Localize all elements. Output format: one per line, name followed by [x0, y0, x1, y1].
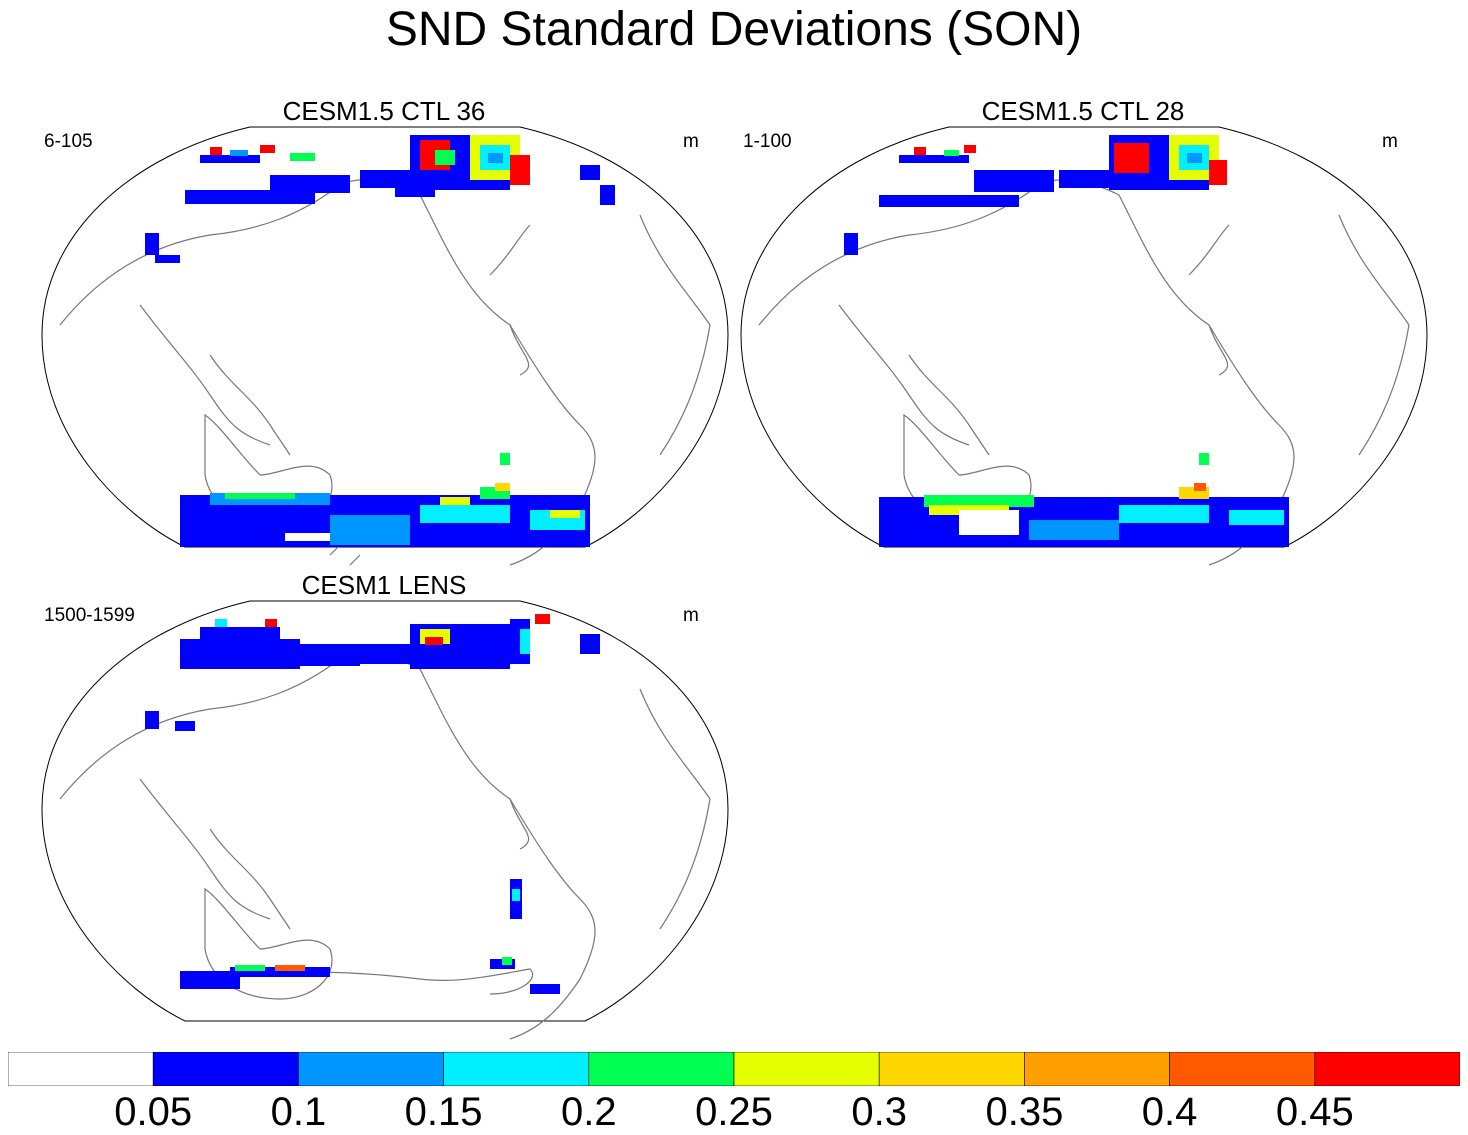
colorbar-tick-label: 0.3: [851, 1090, 907, 1134]
panel-units-lens: m: [683, 605, 699, 626]
snow-sd-field: [145, 135, 615, 547]
map-outline: [41, 600, 729, 1022]
colorbar-swatch: [1169, 1052, 1316, 1086]
colorbar-tick-label: 0.4: [1141, 1090, 1198, 1134]
panel-title-ctl28: CESM1.5 CTL 28: [981, 96, 1185, 126]
panel-title-lens: CESM1 LENS: [301, 570, 467, 600]
colorbar-swatch: [588, 1052, 735, 1086]
figure-title: SND Standard Deviations (SON): [385, 3, 1083, 56]
panel-units-ctl36: m: [683, 131, 699, 152]
colorbar-swatch: [733, 1052, 880, 1086]
panel-units-ctl28: m: [1382, 131, 1398, 152]
colorbar-swatch: [1024, 1052, 1170, 1086]
panel-title-ctl36: CESM1.5 CTL 36: [282, 96, 486, 126]
colorbar-tick-label: 0.15: [404, 1090, 483, 1134]
map-ctl36: [41, 126, 729, 566]
map-lens: [41, 600, 729, 1040]
panel-years-lens: 1500-1599: [44, 605, 135, 626]
colorbar-tick-label: 0.2: [560, 1090, 617, 1134]
colorbar-tick-label: 0.25: [695, 1090, 773, 1134]
panel-years-ctl28: 1-100: [743, 131, 792, 152]
colorbar-tick-label: 0.1: [270, 1090, 327, 1134]
colorbar-swatch: [878, 1052, 1025, 1086]
colorbar-tick-label: 0.05: [114, 1090, 193, 1134]
colorbar: [8, 1052, 1460, 1086]
map-ctl28: [740, 126, 1428, 566]
colorbar-swatch: [443, 1052, 590, 1086]
snow-sd-field: [844, 135, 1289, 547]
snow-sd-field: [145, 614, 600, 994]
colorbar-tick-label: 0.35: [985, 1090, 1064, 1134]
colorbar-swatch: [298, 1052, 444, 1086]
map-outline: [41, 126, 729, 548]
colorbar-swatch: [152, 1052, 299, 1086]
colorbar-swatch: [8, 1052, 154, 1086]
colorbar-swatch: [1314, 1052, 1460, 1086]
panel-years-ctl36: 6-105: [44, 131, 93, 152]
colorbar-tick-label: 0.45: [1275, 1090, 1354, 1134]
map-outline: [740, 126, 1428, 548]
